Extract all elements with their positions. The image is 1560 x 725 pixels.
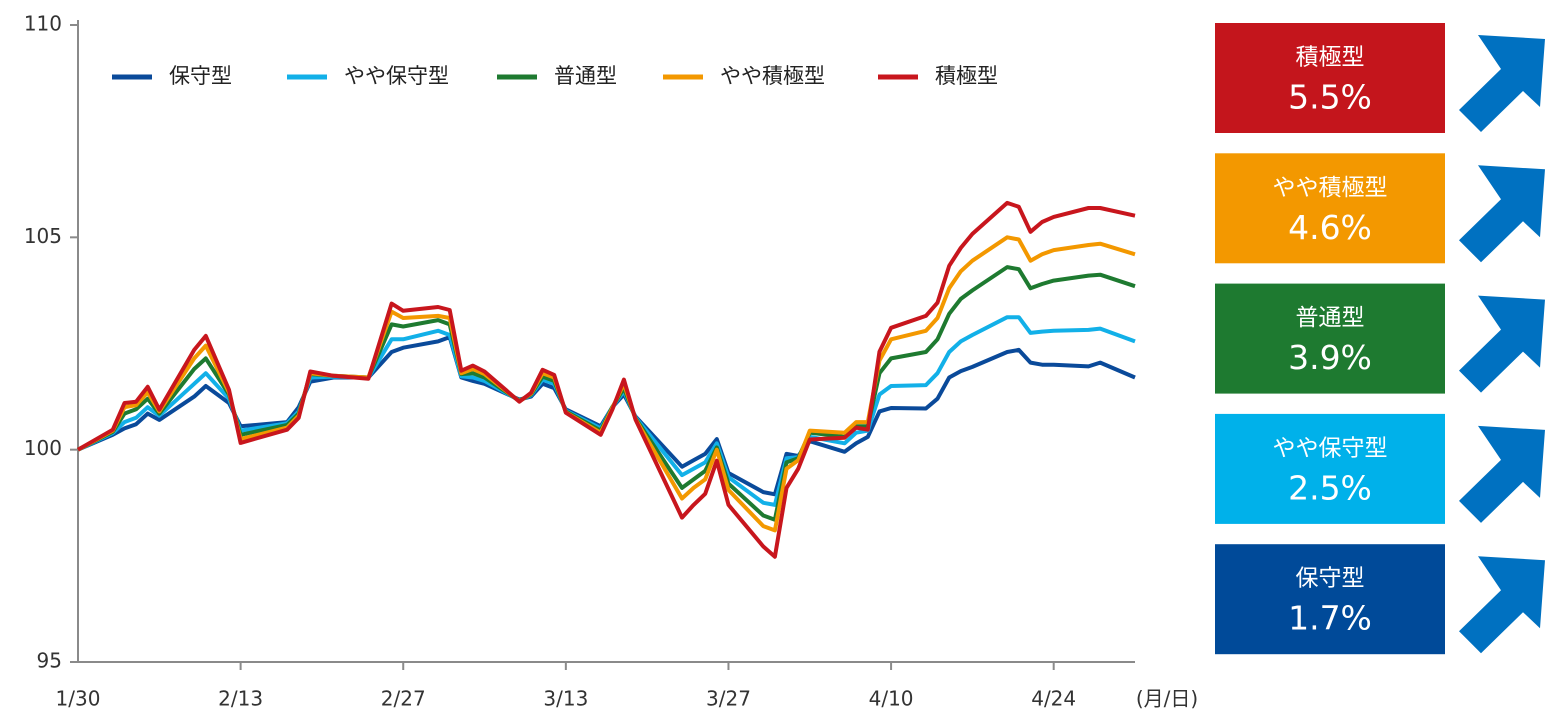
up-arrow [1459, 295, 1545, 393]
x-axis-label: (月/日) [1136, 687, 1198, 711]
series-line [77, 200, 1136, 559]
summary-box [1215, 544, 1445, 655]
summary-change: 4.6% [1288, 208, 1372, 247]
summary-change: 2.5% [1288, 468, 1372, 507]
summary-label: やや保守型 [1273, 435, 1388, 461]
x-tick-label: 3/27 [706, 687, 751, 711]
x-tick-label: 2/13 [218, 687, 263, 711]
y-tick-label: 110 [24, 12, 62, 36]
x-tick-label: 1/30 [56, 687, 101, 711]
up-arrow [1459, 35, 1545, 132]
summary-change: 5.5% [1288, 78, 1372, 117]
up-arrow [1459, 165, 1545, 263]
summary-change: 1.7% [1288, 599, 1372, 638]
summary-change: 3.9% [1288, 338, 1372, 377]
summary-box [1215, 413, 1445, 524]
legend-label: やや保守型 [344, 64, 449, 88]
series-line [77, 315, 1136, 507]
summary-box [1215, 283, 1445, 394]
x-tick-label: 2/27 [381, 687, 426, 711]
x-tick-label: 4/24 [1031, 687, 1076, 711]
legend-label: 保守型 [169, 64, 232, 88]
summary-label: 保守型 [1296, 566, 1365, 592]
summary-box [1215, 23, 1445, 133]
up-arrow [1459, 556, 1545, 654]
series-line [77, 265, 1136, 522]
y-tick-label: 100 [24, 436, 62, 460]
legend-label: 積極型 [935, 64, 998, 88]
summary-label: 積極型 [1296, 45, 1365, 71]
x-tick-label: 3/13 [543, 687, 588, 711]
up-arrow [1459, 425, 1545, 523]
summary-label: 普通型 [1296, 305, 1365, 331]
series-line [77, 235, 1136, 533]
summary-box [1215, 153, 1445, 264]
legend-label: 普通型 [554, 64, 617, 88]
y-tick-label: 105 [24, 224, 62, 248]
summary-label: やや積極型 [1273, 175, 1388, 201]
x-tick-label: 4/10 [869, 687, 914, 711]
legend-label: やや積極型 [720, 64, 825, 88]
y-tick-label: 95 [37, 649, 62, 673]
